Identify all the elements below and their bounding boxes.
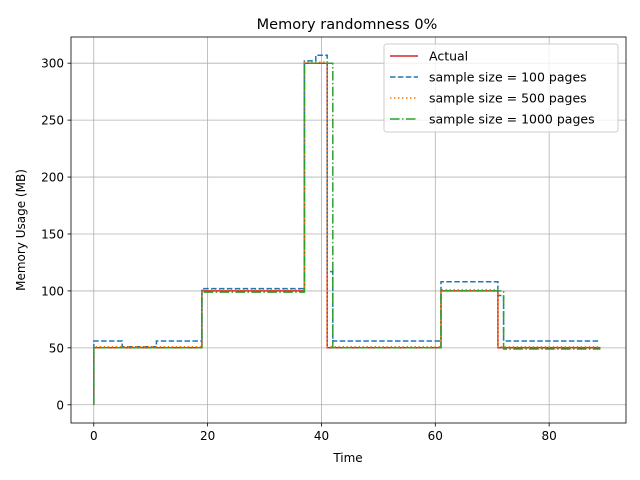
x-tick-label: 0 <box>90 429 98 443</box>
legend-box <box>383 43 619 133</box>
plot-series <box>93 54 601 405</box>
y-tick-label: 250 <box>41 114 64 128</box>
y-tick-label: 0 <box>56 398 64 412</box>
x-tick-label: 80 <box>542 429 557 443</box>
y-tick-label: 100 <box>41 284 64 298</box>
legend-label: sample size = 500 pages <box>429 91 587 106</box>
x-tick-label: 20 <box>200 429 215 443</box>
y-tick-label: 300 <box>41 57 64 71</box>
y-axis-ticks: 0 50 100 150 200 250 300 <box>41 57 71 412</box>
y-tick-label: 200 <box>41 171 64 185</box>
x-axis-ticks: 0 20 40 60 80 <box>90 423 557 443</box>
series-line-3 <box>93 61 601 405</box>
x-tick-label: 60 <box>428 429 443 443</box>
chart-title: Memory randomness 0% <box>257 17 438 33</box>
legend-label: sample size = 100 pages <box>429 70 587 85</box>
legend-label: Actual <box>429 49 468 64</box>
legend: Actual sample size = 100 pages sample size… <box>383 43 619 133</box>
y-tick-label: 50 <box>49 341 64 355</box>
x-tick-label: 40 <box>314 429 329 443</box>
y-tick-label: 150 <box>41 227 64 241</box>
legend-label: sample size = 1000 pages <box>429 112 595 127</box>
x-axis-label: Time <box>332 451 362 465</box>
y-axis-label: Memory Usage (MB) <box>14 169 28 291</box>
plot-frame <box>70 36 627 424</box>
series-line-4 <box>93 62 601 405</box>
